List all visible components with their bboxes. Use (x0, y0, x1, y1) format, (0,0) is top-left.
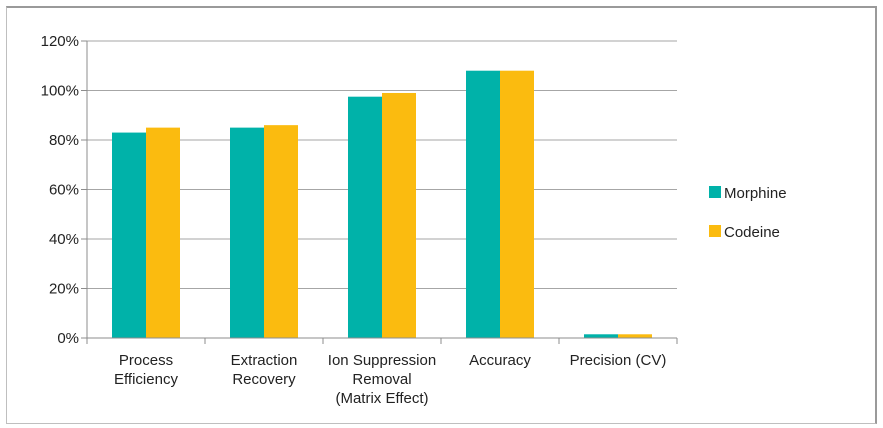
bar-morphine-1 (230, 127, 264, 338)
legend: Morphine Codeine (709, 185, 787, 241)
bar-codeine-0 (146, 127, 180, 338)
legend-swatch-codeine (709, 225, 721, 237)
category-label: Ion Suppression Removal (Matrix Effect) (328, 352, 436, 407)
legend-swatch-morphine (709, 186, 721, 198)
bars (112, 70, 652, 339)
bar-morphine-4 (584, 334, 618, 338)
y-tick-label: 40% (49, 231, 79, 248)
category-label: Extraction Recovery (231, 352, 298, 388)
bar-morphine-0 (112, 132, 146, 338)
legend-label-morphine: Morphine (724, 185, 787, 202)
bar-morphine-2 (348, 96, 382, 338)
bar-codeine-4 (618, 334, 652, 338)
bar-codeine-3 (500, 70, 534, 338)
y-tick-label: 120% (41, 33, 79, 50)
gridlines (87, 40, 677, 289)
y-tick-label: 100% (41, 83, 79, 100)
legend-label-codeine: Codeine (724, 224, 780, 241)
y-tick-label: 20% (49, 281, 79, 298)
y-tick-label: 0% (57, 330, 79, 347)
y-tick-label: 60% (49, 182, 79, 199)
y-tick-label: 80% (49, 132, 79, 149)
bar-morphine-3 (466, 70, 500, 338)
category-labels: Process Efficiency Extraction Recovery Ion S… (114, 352, 666, 407)
category-label: Precision (CV) (570, 352, 667, 369)
category-label: Accuracy (469, 352, 531, 369)
y-tick-labels: 0% 20% 40% 60% 80% 100% 120% (41, 33, 79, 347)
category-label: Process Efficiency (114, 352, 178, 388)
bar-codeine-1 (264, 125, 298, 339)
bar-codeine-2 (382, 92, 416, 338)
axes (81, 40, 678, 344)
